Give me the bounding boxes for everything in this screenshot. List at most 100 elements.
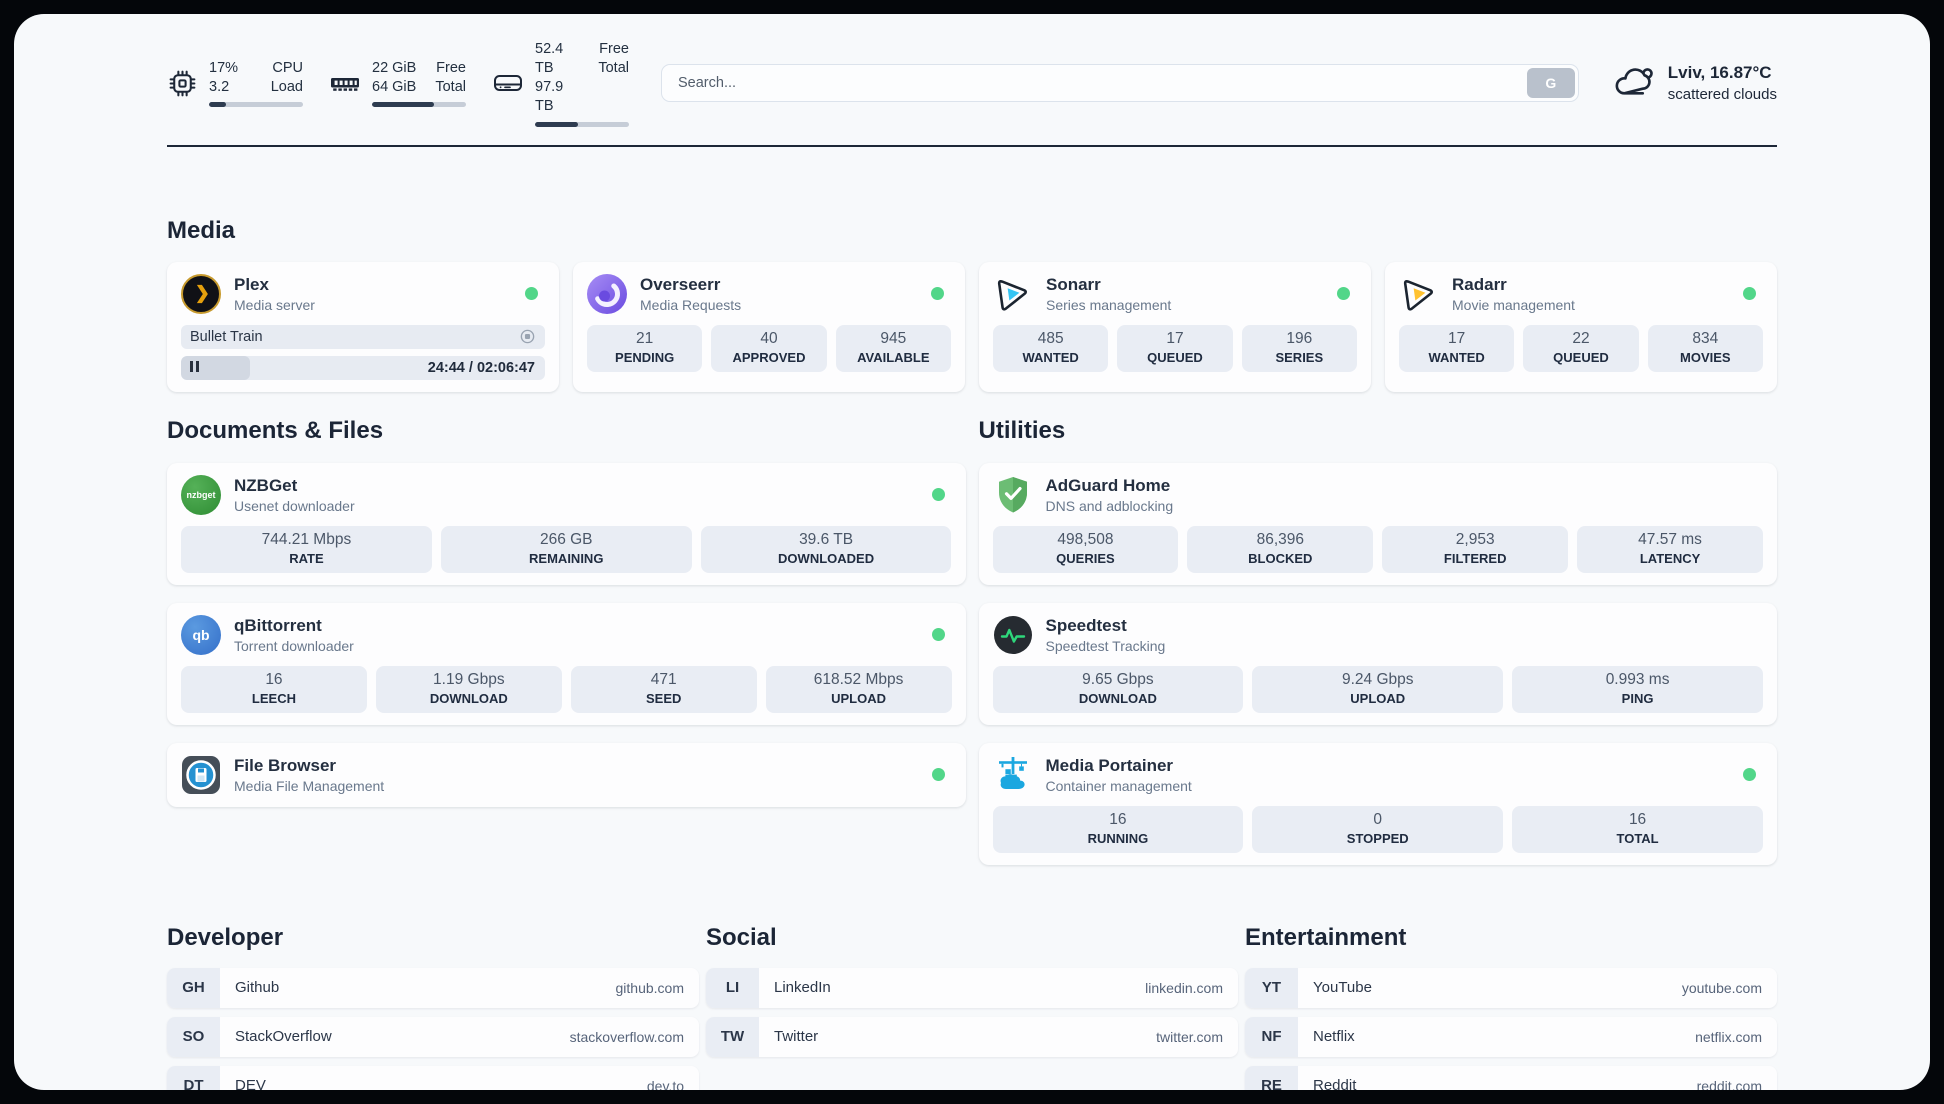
stat-box: 47.57 ms LATENCY [1577,525,1763,573]
section-title-social: Social [706,923,777,951]
stat-label: UPLOAD [1350,690,1406,706]
app-link-filebrowser[interactable]: File Browser Media File Management [181,755,952,795]
app-name: Speedtest [1045,615,1127,635]
app-card-speedtest: Speedtest Speedtest Tracking 9.65 Gbps D… [978,602,1777,725]
stat-value: 945 [880,329,907,347]
nzbget-icon: nzbget [181,474,221,515]
bookmark-reddit[interactable]: RE Reddit reddit.com [1245,1065,1777,1090]
stat-value: 471 [650,670,677,688]
memory-progress-bar [372,102,466,108]
section-title-media: Media [167,216,236,244]
bookmark-github[interactable]: GH Github github.com [167,967,699,1008]
app-link-qbittorrent[interactable]: qb qBittorrent Torrent downloader [181,614,952,655]
stat-box: 17 QUEUED [1117,324,1233,372]
bookmark-abbr: LI [706,967,759,1008]
app-link-radarr[interactable]: Radarr Movie management [1399,274,1763,314]
search-provider-button[interactable]: G [1526,68,1575,99]
stat-value: 0.993 ms [1605,670,1670,688]
pause-icon[interactable] [190,360,202,376]
playback-progress-row: 24:44 / 02:06:47 [181,355,545,380]
memory-free-label: Free [436,60,466,77]
dashboard-page: 17% 3.2 CPU Load [14,14,1930,1090]
stat-label: TOTAL [1616,830,1659,846]
stat-label: AVAILABLE [857,349,930,365]
stat-value: 834 [1692,329,1719,347]
playback-progress[interactable] [181,355,251,380]
bookmark-abbr: DT [167,1065,220,1090]
bookmark-stackoverflow[interactable]: SO StackOverflow stackoverflow.com [167,1016,699,1057]
stat-value: 86,396 [1256,530,1305,548]
search-input[interactable] [665,75,1527,92]
bookmark-netflix[interactable]: NF Netflix netflix.com [1245,1016,1777,1057]
top-bar: 17% 3.2 CPU Load [167,40,1777,127]
app-link-portainer[interactable]: Media Portainer Container management [993,755,1764,795]
bookmark-linkedin[interactable]: LI LinkedIn linkedin.com [706,967,1238,1008]
bookmark-youtube[interactable]: YT YouTube youtube.com [1245,967,1777,1008]
stat-box: 9.24 Gbps UPLOAD [1252,665,1504,713]
app-link-adguard[interactable]: AdGuard Home DNS and adblocking [993,475,1764,515]
stat-box: 16 TOTAL [1512,805,1763,853]
memory-widget: 22 GiB 64 GiB Free Total [329,59,466,108]
stat-label: QUEUED [1147,349,1203,365]
bookmark-name: YouTube [1313,979,1372,996]
status-dot [1743,767,1756,781]
section-title-utilities: Utilities [978,416,1066,444]
stat-value: 16 [265,670,283,688]
app-card-portainer: Media Portainer Container management 16 … [978,742,1777,865]
weather-location-temp: Lviv, 16.87°C [1667,63,1772,83]
ram-icon [329,67,361,99]
stat-value: 9.24 Gbps [1341,670,1414,688]
stat-value: 9.65 Gbps [1082,670,1154,688]
stop-icon[interactable] [519,328,536,345]
stat-label: WANTED [1428,349,1485,365]
stats-row: 498,508 QUERIES 86,396 BLOCKED 2,953 FIL… [992,525,1763,573]
stat-label: FILTERED [1443,550,1507,566]
app-card-plex: Plex Media server Bullet Train 24:44 / 0… [167,261,559,392]
cpu-progress-bar [209,102,303,108]
app-link-sonarr[interactable]: Sonarr Series management [993,274,1357,314]
qbittorrent-icon: qb [181,614,221,655]
app-subtitle: Movie management [1452,296,1575,313]
stat-box: 16 LEECH [181,665,367,713]
disk-total-value: 97.9 TB [535,79,564,115]
stat-box: 9.65 Gbps DOWNLOAD [992,665,1244,713]
stat-value: 17 [1448,329,1466,347]
stat-value: 498,508 [1057,530,1114,548]
stat-label: LEECH [251,690,296,706]
app-subtitle: Media File Management [234,777,385,794]
app-card-adguard: AdGuard Home DNS and adblocking 498,508 … [978,462,1777,585]
app-card-radarr: Radarr Movie management 17 WANTED 22 QUE… [1385,261,1777,392]
disk-widget: 52.4 TB 97.9 TB Free Total [492,40,629,127]
bookmark-twitter[interactable]: TW Twitter twitter.com [706,1016,1238,1057]
app-link-nzbget[interactable]: nzbget NZBGet Usenet downloader [181,474,952,515]
app-card-filebrowser: File Browser Media File Management [167,742,966,807]
cpu-label: CPU [272,60,303,77]
bookmark-group-social: Social LI LinkedIn linkedin.com TW Twitt… [706,924,1238,1091]
stat-label: WANTED [1022,349,1079,365]
bookmark-group-developer: Developer GH Github github.com SO StackO… [167,924,699,1090]
app-card-nzbget: nzbget NZBGet Usenet downloader 744.21 M… [167,462,966,585]
bookmark-dev[interactable]: DT DEV dev.to [167,1065,699,1090]
app-name: Media Portainer [1045,755,1174,775]
stat-box: 471 SEED [570,665,757,713]
app-link-overseerr[interactable]: Overseerr Media Requests [587,273,951,314]
stat-box: 2,953 FILTERED [1382,525,1569,573]
bookmark-url: youtube.com [1681,979,1762,996]
now-playing-row: Bullet Train [181,324,545,349]
stat-label: PENDING [615,349,675,365]
search-bar: G [661,64,1579,103]
speedtest-icon [993,615,1033,655]
app-card-overseerr: Overseerr Media Requests 21 PENDING 40 A… [573,261,965,392]
app-name: File Browser [234,755,337,775]
status-dot [1337,286,1350,300]
app-name: Overseerr [640,274,721,294]
bookmark-name: Github [235,979,280,996]
app-card-sonarr: Sonarr Series management 485 WANTED 17 Q… [979,261,1371,392]
app-link-speedtest[interactable]: Speedtest Speedtest Tracking [993,615,1764,655]
stat-box: 0.993 ms PING [1512,665,1763,713]
portainer-icon [993,755,1033,795]
bookmark-url: linkedin.com [1145,979,1223,996]
stat-box: 1.19 Gbps DOWNLOAD [375,665,562,713]
app-link-plex[interactable]: Plex Media server [181,273,545,314]
stat-box: 266 GB REMAINING [440,525,692,573]
